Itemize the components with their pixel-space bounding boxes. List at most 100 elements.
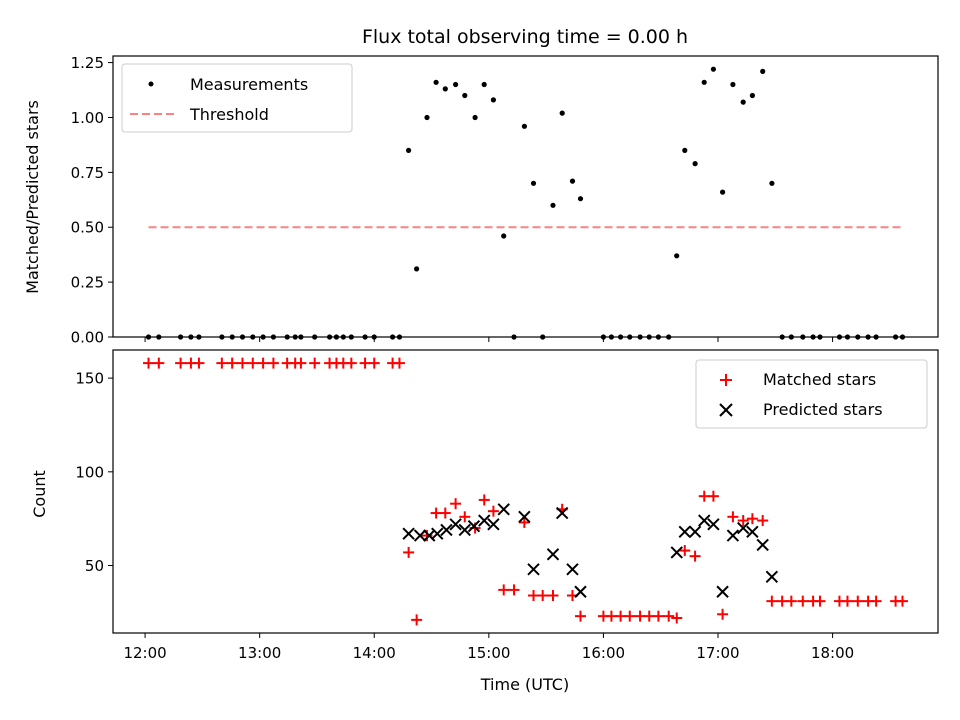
matched-star-point (345, 357, 357, 369)
predicted-star-point (746, 525, 759, 539)
predicted-star-point (527, 563, 540, 576)
top-legend-box (121, 63, 353, 133)
matched-star-point (746, 513, 758, 525)
bottom-y-tick-label: 100 (75, 463, 104, 481)
measurement-point (730, 81, 736, 88)
predicted-star-point (670, 546, 683, 559)
bottom-x-tick-label: 12:00 (123, 644, 166, 662)
measurement-point (414, 266, 420, 272)
predicted-star-point (467, 519, 481, 533)
top-y-tick-label: 1.25 (71, 54, 104, 72)
matched-star-point (785, 595, 797, 607)
predicted-star-point (440, 523, 453, 537)
measurement-point (720, 189, 726, 195)
matched-star-point (153, 357, 165, 369)
matched-star-point (841, 595, 853, 607)
matched-star-point (689, 550, 701, 562)
top-panel: 0.00 0.25 0.50 0.75 1.00 1.25 Matched/Predict… (23, 54, 939, 347)
predicted-star-point (566, 563, 579, 576)
predicted-star-point (756, 538, 769, 552)
measurement-point (501, 233, 507, 239)
predicted-star-point (431, 527, 444, 540)
measurement-point (682, 147, 688, 153)
top-y-tick-label: 0.25 (71, 274, 104, 292)
matched-star-point (624, 610, 636, 622)
measurement-point (749, 92, 756, 99)
matched-star-point (487, 505, 499, 517)
bottom-x-tick-label: 17:00 (696, 644, 739, 662)
bottom-x-tick-label: 16:00 (582, 644, 625, 662)
matched-star-point (393, 357, 405, 369)
top-legend: Measurements Threshold (121, 63, 353, 133)
bottom-axes-frame (112, 349, 939, 634)
top-y-axis-label: Matched/Predicted stars (23, 100, 42, 294)
measurement-point (433, 79, 439, 85)
predicted-star-point (413, 529, 427, 542)
matched-star-point (403, 546, 415, 558)
predicted-star-point (678, 525, 691, 539)
top-y-tick-label: 0.00 (71, 329, 104, 347)
measurement-point (550, 202, 556, 208)
measurement-point (769, 180, 775, 186)
predicted-star-point (698, 514, 711, 527)
measurement-point (453, 81, 459, 88)
predicted-star-point (478, 514, 491, 527)
predicted-star-point (716, 585, 729, 598)
matched-star-point (518, 516, 530, 528)
matched-star-point (814, 595, 826, 607)
bottom-x-axis-label: Time (UTC) (480, 675, 569, 694)
predicted-star-point (707, 518, 720, 531)
predicted-star-point (487, 518, 500, 531)
matched-star-point (143, 357, 155, 369)
bottom-y-ticks: 50 100 150 (75, 370, 113, 575)
matched-star-point (459, 511, 471, 523)
matched-star-point (717, 608, 729, 620)
predicted-star-point (518, 510, 531, 524)
top-y-ticks: 0.00 0.25 0.50 0.75 1.00 1.25 (71, 54, 113, 347)
measurement-point (472, 114, 478, 121)
matched-star-point (498, 584, 510, 596)
predicted-star-point (688, 525, 702, 539)
predicted-star-point (449, 518, 462, 531)
measurement-point (710, 66, 717, 72)
matched-star-point (870, 595, 882, 607)
bottom-x-tick-label: 15:00 (467, 644, 510, 662)
matched-star-point (226, 357, 238, 369)
matched-star-point (797, 595, 809, 607)
bottom-legend: Matched stars Predicted stars (695, 359, 928, 429)
measurement-point (559, 110, 565, 116)
predicted-star-point (497, 503, 510, 516)
matched-star-point (411, 614, 423, 626)
measurement-point (577, 196, 584, 202)
top-y-tick-label: 0.50 (71, 219, 104, 237)
matched-star-point (193, 357, 205, 369)
matched-star-point (309, 357, 321, 369)
measurement-point (462, 92, 468, 99)
predicted-star-point (402, 527, 415, 540)
predicted-star-point (546, 548, 560, 561)
matched-star-point (508, 584, 520, 596)
predicted-star-point (765, 570, 779, 583)
legend-threshold-label: Threshold (189, 105, 269, 124)
legend-matched-marker (720, 374, 732, 386)
bottom-y-axis-label: Count (30, 470, 49, 518)
legend-predicted-marker (719, 403, 733, 417)
matched-star-point (663, 610, 675, 622)
top-axes-frame (112, 55, 939, 338)
measurement-point (740, 99, 746, 105)
matched-star-point (766, 595, 778, 607)
matched-star-point (450, 498, 462, 510)
measurement-point (490, 97, 496, 103)
matched-star-point (368, 357, 380, 369)
matched-star-point (257, 357, 269, 369)
bottom-x-tick-label: 13:00 (238, 644, 281, 662)
bottom-x-ticks: 12:00 13:00 14:00 15:00 16:00 17:00 18:00 (123, 633, 854, 662)
matched-star-point (679, 545, 691, 557)
measurement-point (760, 68, 766, 74)
bottom-x-tick-label: 14:00 (353, 644, 396, 662)
legend-measurements-marker (148, 81, 154, 87)
top-y-tick-label: 0.75 (71, 164, 104, 182)
bottom-y-tick-label: 50 (85, 557, 104, 575)
matched-star-point (175, 357, 187, 369)
